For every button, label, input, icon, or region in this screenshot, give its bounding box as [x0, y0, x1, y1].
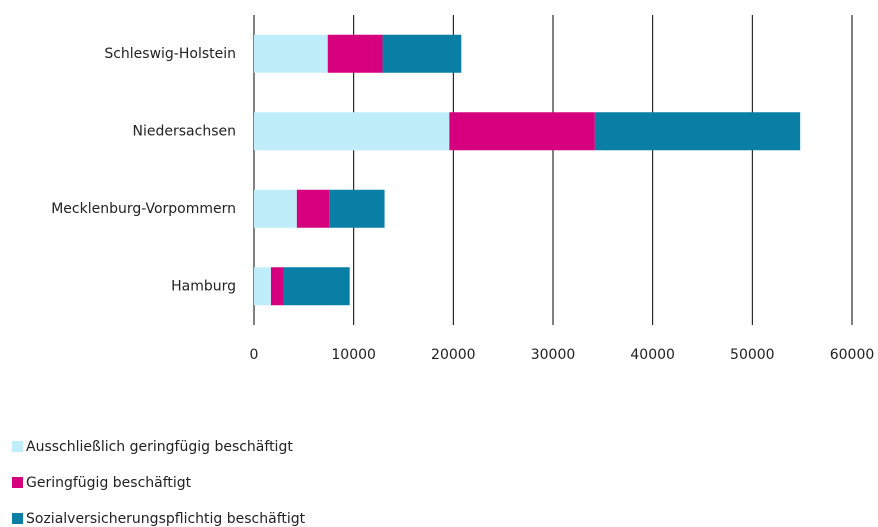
y-tick-label: Schleswig-Holstein [104, 46, 236, 62]
bar-segment [254, 267, 271, 306]
bar-segment [254, 34, 328, 73]
x-tick-label: 20000 [431, 347, 476, 363]
bar-segment [296, 189, 330, 228]
legend-label: Ausschließlich geringfügig beschäftigt [26, 439, 293, 455]
x-tick-label: 10000 [331, 347, 376, 363]
bar-segment [327, 34, 383, 73]
bar-segment [329, 189, 385, 228]
y-tick-label: Hamburg [171, 278, 236, 294]
x-tick-label: 30000 [531, 347, 576, 363]
legend-swatch [12, 477, 23, 488]
x-tick-label: 0 [250, 347, 259, 363]
bar-segment [382, 34, 462, 73]
x-tick-label: 40000 [630, 347, 675, 363]
bar-segment [283, 267, 350, 306]
legend-swatch [12, 441, 23, 452]
legend-swatch [12, 513, 23, 524]
bar-segment [254, 112, 450, 151]
legend-label: Sozialversicherungspflichtig beschäftigt [26, 511, 306, 527]
y-tick-label: Mecklenburg-Vorpommern [51, 201, 236, 217]
bar-segment [270, 267, 284, 306]
bar-segment [449, 112, 595, 151]
bar-segment [254, 189, 297, 228]
bar-segment [594, 112, 801, 151]
y-tick-label: Niedersachsen [133, 123, 236, 139]
legend-label: Geringfügig beschäftigt [26, 475, 192, 491]
x-tick-label: 50000 [730, 347, 775, 363]
x-tick-label: 60000 [830, 347, 875, 363]
